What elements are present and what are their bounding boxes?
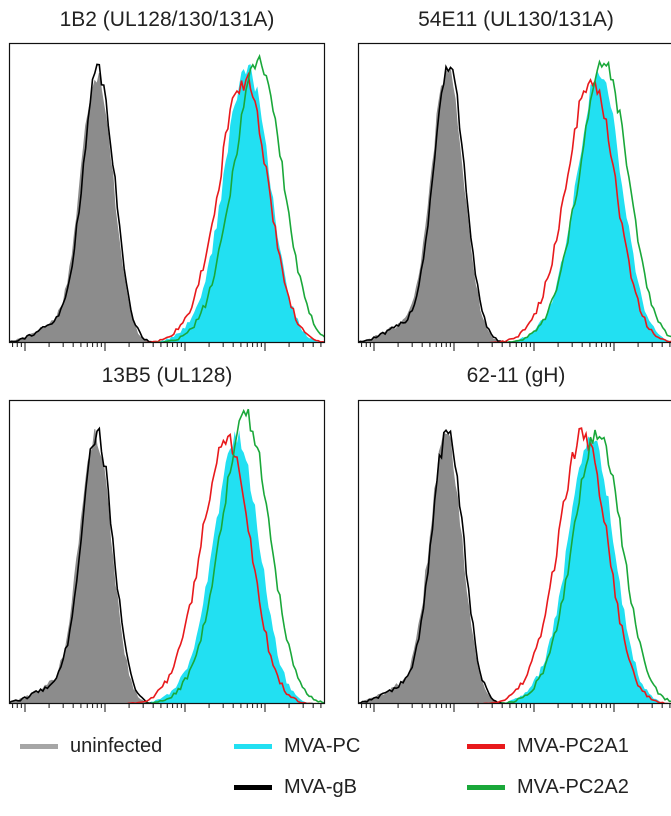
legend-swatch: [234, 744, 272, 749]
series-MVA-PC2A2-line: [9, 408, 325, 704]
legend-item: uninfected: [20, 735, 162, 758]
panel-title: 54E11 (UL130/131A): [418, 8, 614, 31]
legend-swatch: [467, 785, 505, 790]
legend-item: MVA-PC: [234, 735, 360, 758]
legend-swatch: [234, 785, 272, 790]
legend-label: MVA-PC: [284, 735, 361, 757]
histogram-panel-3: [8, 399, 326, 712]
series-MVA-PC2A2-line: [358, 59, 671, 343]
legend-label: MVA-PC2A1: [517, 735, 629, 757]
histogram-panel-2: [357, 42, 671, 351]
plot-frame: [8, 399, 326, 705]
legend-item: MVA-PC2A1: [467, 735, 629, 758]
series-MVA-PC-fill: [9, 430, 325, 704]
series-uninfected-fill: [9, 73, 325, 343]
panel-title: 62-11 (gH): [466, 364, 566, 387]
legend-label: MVA-PC2A2: [517, 776, 629, 798]
series-MVA-PC2A1-line: [9, 71, 325, 343]
panel-title: 13B5 (UL128): [101, 364, 233, 387]
series-MVA-PC-fill: [358, 436, 671, 704]
legend-swatch: [467, 744, 505, 749]
panel-title: 1B2 (UL128/130/131A): [59, 8, 275, 31]
legend-label: uninfected: [70, 735, 163, 757]
series-MVA-gB-line: [9, 63, 325, 343]
series-MVA-PC2A2-line: [358, 429, 671, 704]
series-MVA-PC2A1-line: [9, 433, 325, 704]
series-MVA-PC-fill: [358, 70, 671, 343]
series-uninfected-fill: [9, 429, 325, 704]
legend-label: MVA-gB: [284, 776, 357, 798]
histogram-panel-4: [357, 399, 671, 712]
series-MVA-PC2A1-line: [358, 78, 671, 343]
legend-item: MVA-PC2A2: [467, 776, 629, 799]
series-MVA-PC-fill: [9, 64, 325, 343]
series-MVA-gB-line: [358, 429, 671, 704]
plot-frame: [357, 399, 671, 705]
plot-frame: [357, 42, 671, 344]
histogram-panel-1: [8, 42, 326, 351]
series-MVA-PC2A1-line: [358, 427, 671, 704]
legend-swatch: [20, 744, 58, 749]
plot-frame: [8, 42, 326, 344]
legend-item: MVA-gB: [234, 776, 357, 799]
series-MVA-PC2A2-line: [9, 53, 325, 343]
